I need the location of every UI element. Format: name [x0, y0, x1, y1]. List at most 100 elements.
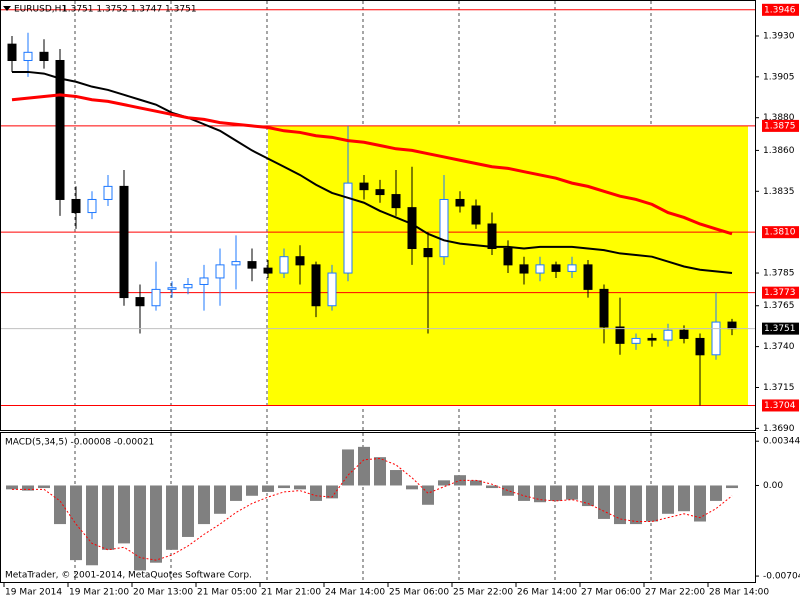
- macd-bar: [262, 485, 274, 492]
- macd-bar: [470, 480, 482, 486]
- plot-layer: [1, 9, 756, 571]
- candle-body: [87, 198, 97, 214]
- candle-body: [631, 337, 641, 344]
- x-tick-label: 21 Mar 21:00: [261, 588, 321, 598]
- y-tick-label: 1.3835: [763, 187, 795, 197]
- main-frame: [0, 0, 756, 431]
- x-tick-label: 21 Mar 05:00: [197, 588, 257, 598]
- y-tick-label: 1.3880: [763, 113, 795, 123]
- y-tick-label: 1.3690: [763, 424, 795, 434]
- x-tick-label: 26 Mar 14:00: [517, 588, 577, 598]
- macd-bar: [406, 485, 418, 490]
- macd-bar: [694, 485, 706, 522]
- current-price-label: 1.3751: [764, 324, 796, 334]
- macd-bar: [550, 485, 562, 501]
- x-tick-label: 25 Mar 06:00: [389, 588, 449, 598]
- copyright: MetaTrader, © 2001-2014, MetaQuotes Soft…: [5, 571, 252, 581]
- macd-bar: [310, 485, 322, 501]
- candle-body: [647, 337, 657, 341]
- moving-average: [11, 93, 733, 236]
- candle-body: [7, 43, 17, 61]
- candle-body: [343, 182, 353, 274]
- candle-body: [423, 248, 433, 258]
- y-tick-label: 1.3905: [763, 72, 795, 82]
- level-label: 1.3875: [764, 121, 796, 131]
- level-tag: [762, 3, 799, 16]
- y-tick-label: 1.3785: [763, 269, 795, 279]
- macd-bar: [6, 485, 18, 490]
- y-tick-label: 1.3715: [763, 383, 795, 393]
- macd-bar: [598, 485, 610, 519]
- macd-bar: [422, 485, 434, 505]
- candle-body: [663, 329, 673, 341]
- macd-bar: [486, 485, 498, 489]
- macd-bar: [582, 485, 594, 507]
- candle-body: [567, 264, 577, 272]
- y-tick-label: 1.3765: [763, 301, 795, 311]
- candle-body: [551, 264, 561, 272]
- candle-body: [615, 326, 625, 344]
- macd-bar: [278, 485, 290, 489]
- macd-bar: [534, 485, 546, 503]
- macd-bar: [22, 485, 34, 491]
- macd-bar: [134, 485, 146, 571]
- x-tick-label: 28 Mar 14:00: [709, 588, 769, 598]
- candle-body: [39, 51, 49, 61]
- candle-body: [23, 51, 33, 61]
- macd-bar: [294, 485, 306, 490]
- macd-bar: [326, 485, 338, 499]
- candle-body: [183, 283, 193, 289]
- candle-body: [55, 59, 65, 200]
- macd-bar: [390, 470, 402, 486]
- macd-bar: [438, 480, 450, 486]
- candle-body: [135, 297, 145, 307]
- level-label: 1.3810: [764, 228, 796, 238]
- menu-arrow[interactable]: [3, 6, 11, 11]
- chart-title: EURUSD,H1: [14, 5, 67, 15]
- x-tick-label: 27 Mar 06:00: [581, 588, 641, 598]
- candle-body: [583, 264, 593, 290]
- candle-body: [327, 272, 337, 307]
- candle-body: [471, 205, 481, 225]
- moving-average: [12, 70, 733, 275]
- level-tag: [762, 286, 799, 299]
- candle-body: [375, 189, 385, 196]
- x-tick-label: 24 Mar 14:00: [325, 588, 385, 598]
- candle-body: [407, 207, 417, 250]
- macd-bar: [198, 485, 210, 525]
- candle-body: [279, 256, 289, 274]
- macd-bar: [86, 485, 98, 566]
- candle-body: [167, 287, 177, 290]
- candle-body: [535, 264, 545, 274]
- macd-bar: [726, 485, 738, 489]
- macd-bar: [246, 485, 258, 496]
- macd-bar: [502, 485, 514, 496]
- candle-body: [199, 277, 209, 285]
- x-tick-label: 25 Mar 22:00: [453, 588, 513, 598]
- candle-body: [103, 185, 113, 200]
- candle-body: [711, 321, 721, 356]
- macd-bar: [38, 485, 50, 489]
- macd-bar: [54, 485, 66, 525]
- macd-bar: [342, 449, 354, 486]
- macd-bar: [102, 485, 114, 550]
- candle-body: [679, 329, 689, 339]
- candle-body: [439, 198, 449, 258]
- macd-frame: [0, 432, 756, 583]
- candle-body: [231, 261, 241, 266]
- level-tag: [762, 226, 799, 239]
- y-tick-label: -0.00704: [763, 572, 800, 582]
- candle-body: [263, 267, 273, 274]
- candle-body: [295, 256, 305, 266]
- candle-body: [311, 264, 321, 307]
- macd-bar: [630, 485, 642, 525]
- y-tick-label: 1.3740: [763, 342, 795, 352]
- candle-body: [215, 264, 225, 279]
- macd-bar: [646, 485, 658, 522]
- level-label: 1.3946: [764, 5, 796, 15]
- x-tick-label: 27 Mar 22:00: [645, 588, 705, 598]
- x-tick-label: 20 Mar 13:00: [133, 588, 193, 598]
- level-label: 1.3704: [764, 401, 796, 411]
- macd-bar: [662, 485, 674, 514]
- candle-body: [599, 288, 609, 328]
